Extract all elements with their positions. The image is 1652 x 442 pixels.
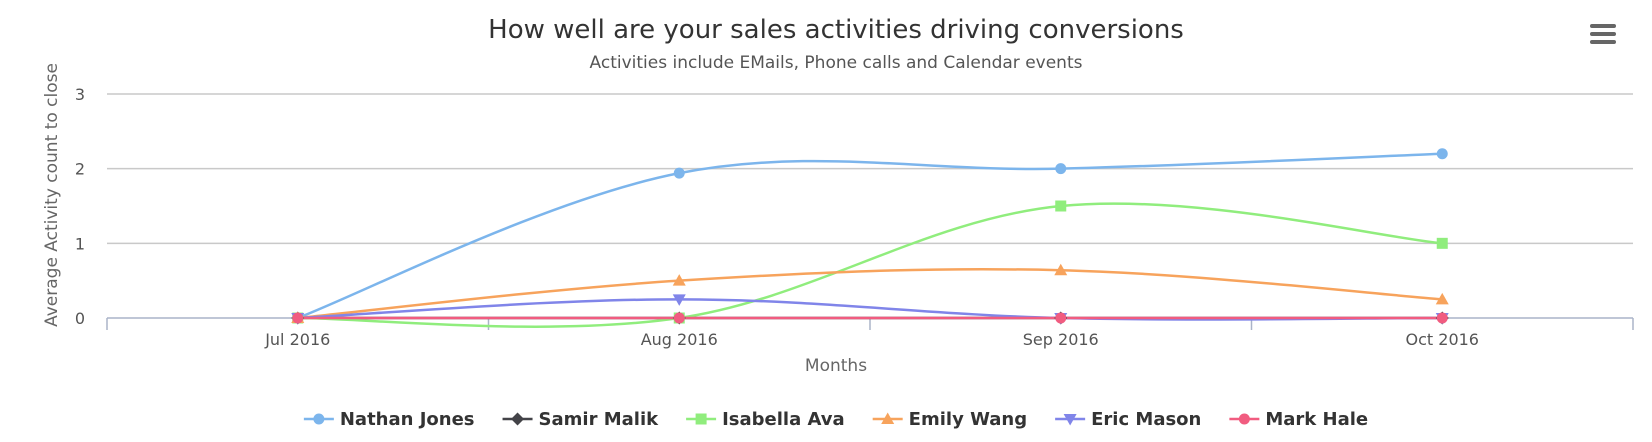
legend-marker <box>1063 414 1077 426</box>
x-tick-label: Oct 2016 <box>1406 330 1479 349</box>
y-tick-label: 3 <box>75 85 85 104</box>
hamburger-menu-icon[interactable] <box>1584 20 1620 50</box>
legend-marker <box>881 412 895 424</box>
legend-label: Isabella Ava <box>722 409 845 430</box>
data-point <box>673 312 685 324</box>
legend-label: Emily Wang <box>909 409 1027 430</box>
legend-item[interactable]: Nathan Jones <box>303 409 475 430</box>
data-point <box>1055 200 1067 212</box>
y-axis-ticks: 0 1 2 3 <box>75 85 85 328</box>
legend-marker <box>313 413 325 425</box>
x-axis-title: Months <box>805 356 867 376</box>
legend-item[interactable]: Isabella Ava <box>686 409 845 430</box>
y-axis-title: Average Activity count to close <box>42 63 62 327</box>
data-point <box>672 274 686 286</box>
data-point <box>292 312 304 324</box>
data-point <box>1436 312 1448 324</box>
series-lines <box>296 152 1444 328</box>
legend-label: Nathan Jones <box>340 409 475 430</box>
chart-subtitle: Activities include EMails, Phone calls a… <box>590 53 1083 73</box>
legend-item[interactable]: Eric Mason <box>1055 409 1201 430</box>
series-markers <box>291 148 1449 325</box>
grid-lines <box>107 93 1633 245</box>
legend-label: Eric Mason <box>1091 409 1201 430</box>
series-line <box>296 152 1444 320</box>
legend: Nathan Jones Samir Malik Isabella Ava Emily… <box>303 409 1368 430</box>
x-tick-label: Jul 2016 <box>264 330 330 349</box>
data-point <box>1436 148 1448 160</box>
y-tick-label: 2 <box>75 160 85 179</box>
series-line <box>296 267 1444 320</box>
legend-item[interactable]: Emily Wang <box>872 409 1027 430</box>
legend-marker <box>1238 413 1250 425</box>
x-tick-label: Aug 2016 <box>641 330 718 349</box>
legend-label: Mark Hale <box>1265 409 1368 430</box>
data-point <box>672 294 686 306</box>
series-line <box>296 202 1444 328</box>
x-tick-label: Sep 2016 <box>1023 330 1099 349</box>
chart-title: How well are your sales activities drivi… <box>488 15 1184 45</box>
data-point <box>1055 312 1067 324</box>
data-point <box>673 167 685 179</box>
y-tick-label: 0 <box>75 309 85 328</box>
data-point <box>1055 163 1067 175</box>
data-point <box>1054 263 1068 276</box>
legend-item[interactable]: Samir Malik <box>502 409 660 430</box>
x-axis-ticks: Jul 2016 Aug 2016 Sep 2016 Oct 2016 <box>264 330 1479 349</box>
data-point <box>1436 237 1448 249</box>
legend-marker <box>511 412 525 426</box>
data-point <box>1435 292 1449 305</box>
y-tick-label: 1 <box>75 234 85 253</box>
legend-item[interactable]: Mark Hale <box>1229 409 1368 430</box>
legend-label: Samir Malik <box>539 409 660 430</box>
legend-marker <box>695 413 707 425</box>
